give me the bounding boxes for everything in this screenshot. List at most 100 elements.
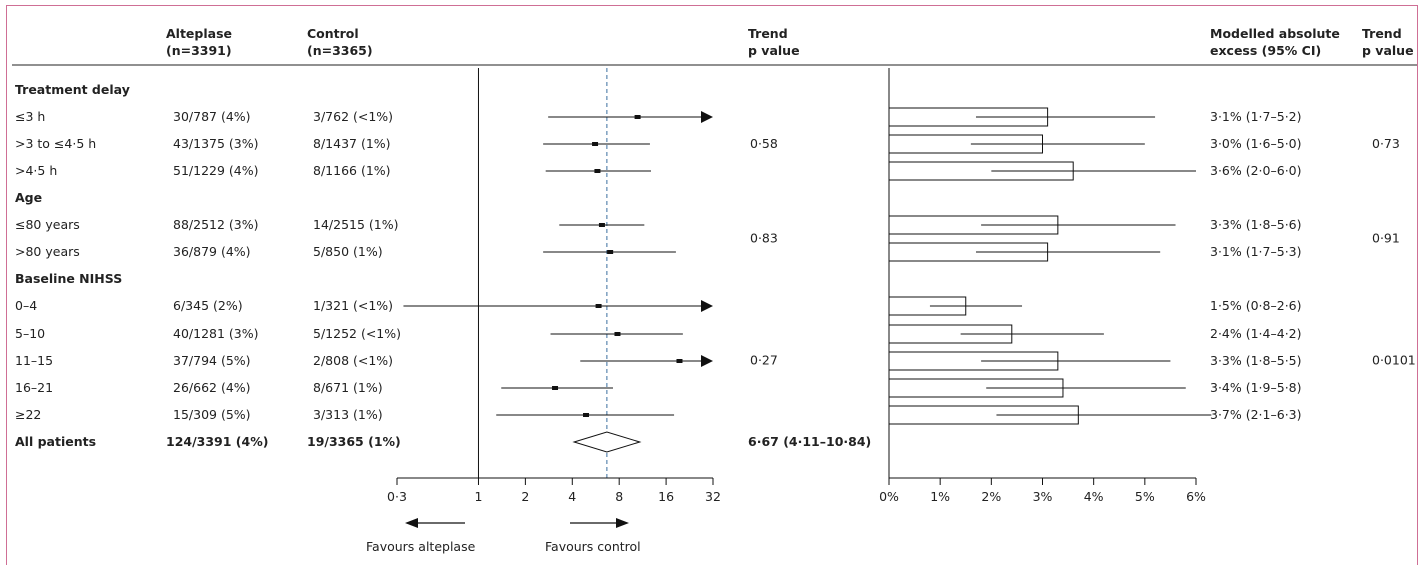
row-label: >4·5 h [15,163,57,178]
favours-legend: Favours alteplase Favours control [366,518,641,554]
row-excess: 3·7% (2·1–6·3) [1210,407,1302,422]
forest-point-estimate [614,332,621,336]
row-excess: 3·3% (1·8–5·6) [1210,217,1302,232]
row-excess: 3·6% (2·0–6·0) [1210,163,1302,178]
row-label: ≥22 [15,407,41,422]
header-modelled-1: Modelled absolute [1210,26,1340,41]
header-alteplase-1: Alteplase [166,26,232,41]
forest-point-estimate [598,223,605,227]
bar-tick-label: 2% [981,489,1001,504]
forest-tick-label: 0·3 [387,489,407,504]
row-label: 16–21 [15,380,53,395]
trend-p-excess-value: 0·91 [1372,231,1400,246]
row-label: ≤3 h [15,109,45,124]
row-excess: 1·5% (0·8–2·6) [1210,298,1302,313]
header-trend2-2: p value [1362,43,1414,58]
header-modelled-2: excess (95% CI) [1210,43,1321,58]
row-control: 5/1252 (<1%) [313,326,401,341]
row-excess: 3·3% (1·8–5·5) [1210,353,1302,368]
row-control: 3/313 (1%) [313,407,383,422]
total-alteplase: 124/3391 (4%) [166,434,268,449]
header-control-2: (n=3365) [307,43,373,58]
row-alteplase: 36/879 (4%) [173,244,251,259]
row-alteplase: 40/1281 (3%) [173,326,259,341]
favours-control-label: Favours control [545,539,641,554]
figure-frame [6,5,1418,565]
row-label: >80 years [15,244,80,259]
favours-alteplase-label: Favours alteplase [366,539,476,554]
forest-tick-label: 8 [615,489,623,504]
trend-p-value: 0·83 [750,231,778,246]
row-alteplase: 88/2512 (3%) [173,217,259,232]
row-label: 5–10 [15,326,45,341]
total-control: 19/3365 (1%) [307,434,401,449]
bar-tick-label: 1% [930,489,950,504]
row-alteplase: 43/1375 (3%) [173,136,259,151]
section-label: Treatment delay [15,82,130,97]
total-label: All patients [15,434,96,449]
bar-tick-label: 6% [1186,489,1206,504]
row-excess: 3·4% (1·9–5·8) [1210,380,1302,395]
row-label: 0–4 [15,298,37,313]
row-control: 3/762 (<1%) [313,109,393,124]
bar-tick-label: 5% [1135,489,1155,504]
row-control: 14/2515 (1%) [313,217,399,232]
forest-tick-label: 2 [521,489,529,504]
row-excess: 3·1% (1·7–5·3) [1210,244,1302,259]
forest-point-estimate [634,115,641,119]
row-alteplase: 26/662 (4%) [173,380,251,395]
forest-point-estimate [595,304,602,308]
favours-control-arrow-icon [616,518,629,528]
forest-tick-label: 4 [568,489,576,504]
row-control: 5/850 (1%) [313,244,383,259]
row-excess: 2·4% (1·4–4·2) [1210,326,1302,341]
total-estimate: 6·67 (4·11–10·84) [748,434,871,449]
header-alteplase-2: (n=3391) [166,43,232,58]
forest-point-estimate [607,250,614,254]
row-alteplase: 51/1229 (4%) [173,163,259,178]
header-trend-1: Trend [748,26,788,41]
row-control: 8/1437 (1%) [313,136,391,151]
forest-point-estimate [676,359,683,363]
forest-point-estimate [583,413,590,417]
bar-tick-label: 4% [1084,489,1104,504]
forest-point-estimate [592,142,599,146]
row-alteplase: 30/787 (4%) [173,109,251,124]
forest-ci-arrow [701,300,713,312]
trend-p-excess-value: 0·0101 [1372,353,1416,368]
section-label: Age [15,190,42,205]
row-label: 11–15 [15,353,53,368]
forest-tick-label: 1 [474,489,482,504]
bar-tick-label: 0% [879,489,899,504]
data-table: Treatment delay Age Baseline NIHSS ≤3 h 30/7… [15,82,1416,449]
forest-ci-arrow [701,355,713,367]
row-alteplase: 15/309 (5%) [173,407,251,422]
forest-point-estimate [552,386,559,390]
forest-tick-label: 16 [658,489,674,504]
header-trend2-1: Trend [1362,26,1402,41]
trend-p-value: 0·58 [750,136,778,151]
forest-ci-arrow [701,111,713,123]
row-control: 1/321 (<1%) [313,298,393,313]
row-control: 8/671 (1%) [313,380,383,395]
forest-plot: 0·3 1 2 4 8 16 32 [387,68,721,504]
row-control: 8/1166 (1%) [313,163,391,178]
row-excess: 3·0% (1·6–5·0) [1210,136,1302,151]
forest-point-estimate [594,169,601,173]
header-control-1: Control [307,26,359,41]
header-trend-2: p value [748,43,800,58]
bar-tick-label: 3% [1033,489,1053,504]
trend-p-excess-value: 0·73 [1372,136,1400,151]
row-label: ≤80 years [15,217,80,232]
row-alteplase: 37/794 (5%) [173,353,251,368]
row-alteplase: 6/345 (2%) [173,298,243,313]
absolute-excess-bar-chart: 0% 1% 2% 3% 4% 5% 6% [879,68,1212,504]
favours-alteplase-arrow-icon [405,518,418,528]
overall-diamond [572,431,642,453]
column-headers: Alteplase (n=3391) Control (n=3365) Tren… [166,26,1414,58]
row-label: >3 to ≤4·5 h [15,136,96,151]
trend-p-value: 0·27 [750,353,778,368]
forest-tick-label: 32 [705,489,721,504]
section-label: Baseline NIHSS [15,271,122,286]
row-excess: 3·1% (1·7–5·2) [1210,109,1302,124]
